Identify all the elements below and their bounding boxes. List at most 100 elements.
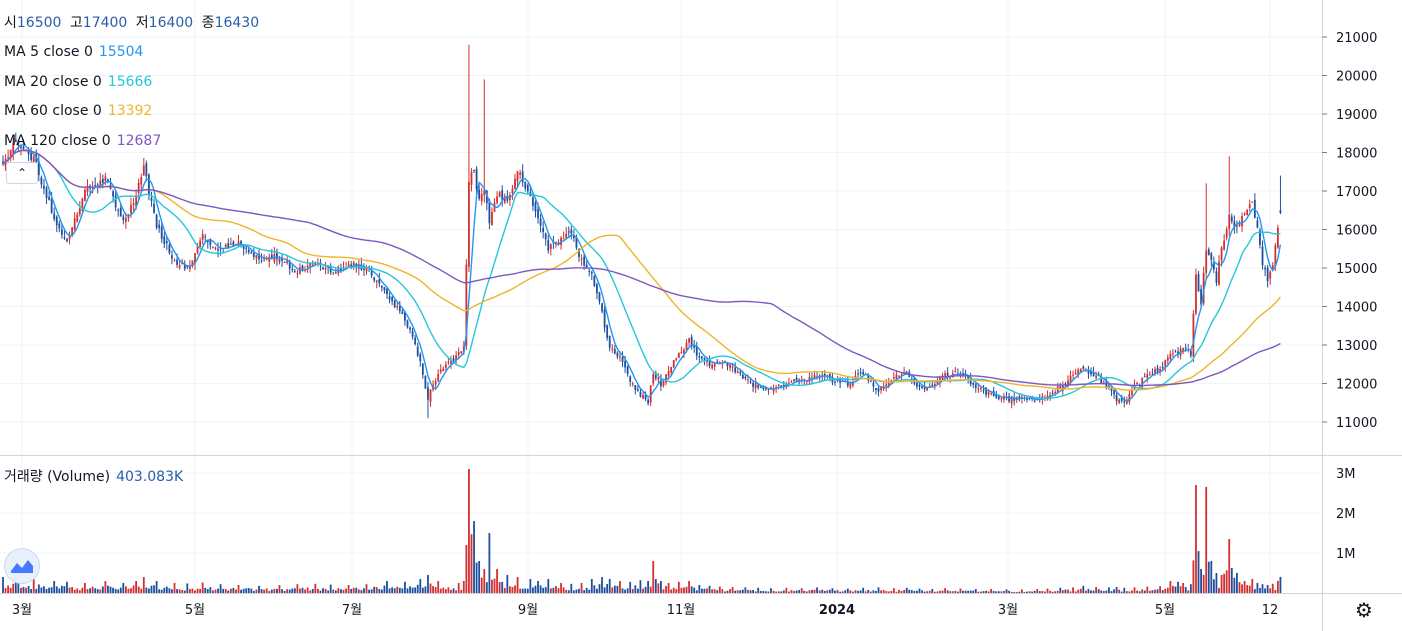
collapse-legend-button[interactable]: ⌃ — [6, 162, 38, 184]
candle-body — [439, 369, 442, 372]
volume-bar — [675, 589, 678, 593]
ma60-legend[interactable]: MA 60 close 0 13392 — [4, 102, 152, 120]
volume-bar — [145, 587, 148, 593]
volume-bar — [491, 579, 493, 593]
volume-bar — [511, 587, 514, 593]
candle-body — [1174, 351, 1177, 353]
candle-body — [1010, 396, 1013, 404]
candle-body — [45, 187, 48, 199]
candle-body — [1205, 250, 1208, 273]
volume-bar — [1169, 581, 1172, 593]
candle-body — [1228, 214, 1231, 230]
volume-bar — [1061, 590, 1064, 593]
candle-body — [409, 327, 411, 330]
volume-bar — [235, 589, 237, 593]
candle-body — [1241, 216, 1243, 227]
volume-bar — [1159, 586, 1162, 593]
volume-bar — [626, 588, 629, 593]
volume-legend[interactable]: 거래량 (Volume) 403.083K — [4, 468, 183, 486]
volume-bar — [1031, 591, 1034, 593]
candle-body — [7, 156, 10, 159]
volume-bar — [222, 588, 225, 593]
volume-bar — [987, 591, 990, 593]
candle-body — [437, 373, 440, 382]
candle-body — [539, 218, 542, 226]
volume-bar — [762, 591, 765, 593]
volume-bar — [250, 588, 253, 593]
volume-bar — [99, 589, 102, 593]
volume-bar — [1049, 590, 1051, 593]
ma120-line — [2, 149, 1281, 387]
volume-bar — [708, 585, 711, 593]
candle-body — [1236, 225, 1238, 227]
volume-bar — [460, 589, 463, 593]
candle-body — [636, 389, 639, 391]
volume-bar — [718, 586, 721, 593]
volume-bar — [1223, 573, 1226, 593]
volume-bar — [1113, 589, 1115, 593]
volume-bar — [122, 583, 125, 593]
candle-body — [1072, 374, 1074, 376]
volume-bar — [693, 587, 696, 593]
volume-bar — [560, 583, 562, 593]
candle-body — [50, 198, 53, 213]
ma5-legend[interactable]: MA 5 close 0 15504 — [4, 43, 143, 61]
volume-bar — [334, 590, 337, 593]
volume-bar — [644, 586, 647, 593]
ma20-label: MA 20 close 0 — [4, 74, 102, 90]
volume-bar — [309, 590, 312, 593]
volume-bar — [1215, 573, 1218, 593]
candle-body — [1156, 367, 1159, 372]
volume-bar — [429, 583, 432, 593]
volume-bar — [1074, 591, 1077, 593]
volume-bar — [485, 582, 488, 593]
volume-bar — [923, 591, 926, 593]
candle-body — [173, 260, 176, 262]
volume-bar — [306, 587, 309, 593]
volume-bar — [432, 586, 434, 593]
volume-bar — [1154, 589, 1156, 593]
volume-bar — [885, 591, 888, 593]
volume-label: 거래량 (Volume) — [4, 469, 111, 485]
candle-body — [1148, 374, 1151, 376]
volume-bar — [424, 586, 427, 593]
candle-body — [1026, 398, 1028, 400]
gear-icon[interactable]: ⚙ — [1355, 598, 1373, 622]
volume-bar — [311, 588, 314, 593]
time-tick-label: 3월 — [12, 603, 32, 618]
candle-body — [447, 361, 450, 363]
candle-body — [276, 251, 278, 260]
candle-body — [1223, 240, 1226, 250]
volume-bar — [772, 590, 775, 593]
volume-bar — [933, 591, 936, 593]
candle-body — [969, 378, 972, 385]
candle-body — [624, 361, 626, 368]
candle-body — [1184, 347, 1187, 349]
tradingview-logo-icon[interactable] — [4, 548, 40, 584]
volume-bar — [895, 591, 898, 593]
volume-bar — [526, 588, 529, 593]
volume-bar — [654, 579, 657, 593]
ma120-legend[interactable]: MA 120 close 0 12687 — [4, 132, 161, 150]
ma20-legend[interactable]: MA 20 close 0 15666 — [4, 73, 152, 91]
candle-body — [734, 367, 737, 373]
volume-bar — [1179, 586, 1182, 593]
volume-bar — [793, 590, 795, 593]
volume-bar — [608, 579, 611, 593]
volume-bar — [345, 588, 347, 593]
volume-bar — [204, 587, 207, 593]
volume-bar — [631, 588, 634, 593]
candle-body — [644, 394, 647, 399]
candle-body — [468, 181, 470, 267]
candle-body — [217, 249, 219, 251]
candle-body — [680, 352, 683, 354]
candle-body — [117, 209, 120, 211]
volume-bar — [1008, 590, 1010, 593]
volume-bar — [713, 589, 716, 593]
volume-bar — [1202, 574, 1205, 593]
candle-body — [1069, 375, 1072, 383]
candle-body — [119, 208, 122, 217]
volume-bar — [276, 588, 278, 593]
volume-bar — [580, 583, 583, 593]
